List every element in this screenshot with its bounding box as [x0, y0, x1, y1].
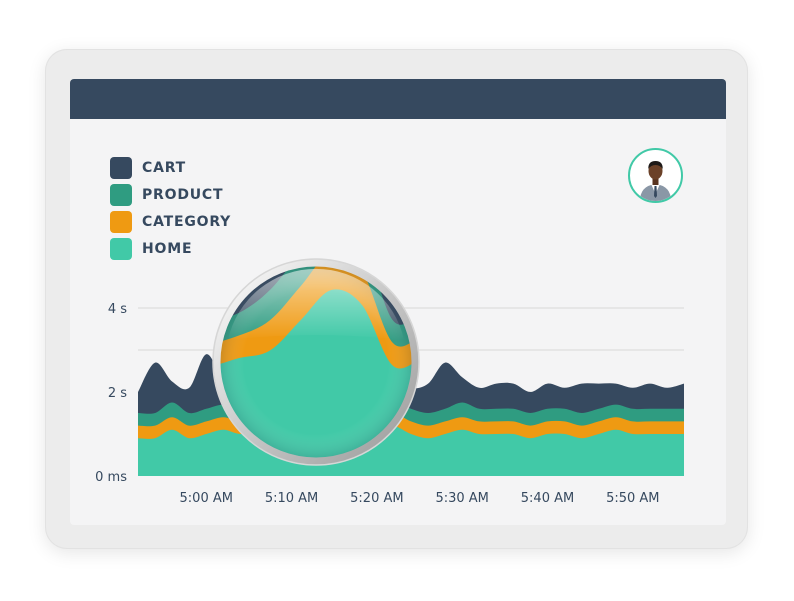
- legend-swatch-cart: [110, 156, 132, 179]
- x-tick-label: 5:00 AM: [180, 491, 233, 506]
- legend-item-product[interactable]: PRODUCT: [110, 181, 231, 208]
- legend-item-home[interactable]: HOME: [110, 235, 231, 262]
- x-tick-label: 5:10 AM: [265, 491, 318, 506]
- y-tick-label: 2 s: [108, 386, 127, 401]
- legend-item-cart[interactable]: CART: [110, 154, 231, 181]
- user-avatar-icon[interactable]: [628, 148, 683, 203]
- legend-item-category[interactable]: CATEGORY: [110, 208, 231, 235]
- legend-label: HOME: [142, 240, 193, 257]
- legend-label: CATEGORY: [142, 213, 232, 230]
- legend-swatch-home: [110, 237, 132, 260]
- y-axis: 0 ms 2 s 4 s: [95, 302, 127, 485]
- top-bar: [70, 79, 726, 119]
- magnifying-lens-icon: [212, 258, 420, 466]
- x-tick-label: 5:50 AM: [606, 491, 659, 506]
- chart-legend: CART PRODUCT CATEGORY HOME: [110, 154, 231, 262]
- x-axis: 5:00 AM 5:10 AM 5:20 AM 5:30 AM 5:40 AM 5:50 …: [180, 491, 660, 506]
- x-tick-label: 5:40 AM: [521, 491, 574, 506]
- x-tick-label: 5:30 AM: [435, 491, 488, 506]
- y-tick-label: 4 s: [108, 302, 127, 317]
- legend-swatch-product: [110, 183, 132, 206]
- y-tick-label: 0 ms: [95, 470, 127, 485]
- x-tick-label: 5:20 AM: [350, 491, 403, 506]
- legend-label: CART: [142, 159, 187, 176]
- legend-swatch-category: [110, 210, 132, 233]
- legend-label: PRODUCT: [142, 186, 224, 203]
